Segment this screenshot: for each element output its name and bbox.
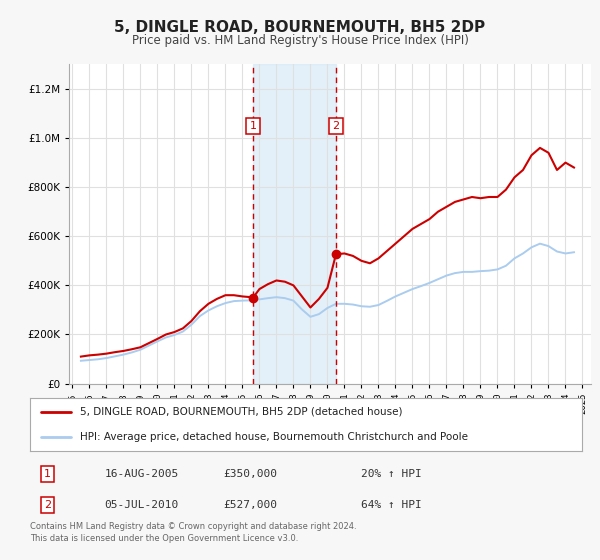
Text: £350,000: £350,000	[223, 469, 277, 479]
Text: 64% ↑ HPI: 64% ↑ HPI	[361, 500, 422, 510]
Text: 05-JUL-2010: 05-JUL-2010	[104, 500, 179, 510]
Text: 5, DINGLE ROAD, BOURNEMOUTH, BH5 2DP: 5, DINGLE ROAD, BOURNEMOUTH, BH5 2DP	[115, 20, 485, 35]
Text: 2: 2	[44, 500, 51, 510]
Bar	[253, 64, 336, 384]
Text: £527,000: £527,000	[223, 500, 277, 510]
Text: 16-AUG-2005: 16-AUG-2005	[104, 469, 179, 479]
Text: 5, DINGLE ROAD, BOURNEMOUTH, BH5 2DP (detached house): 5, DINGLE ROAD, BOURNEMOUTH, BH5 2DP (de…	[80, 407, 402, 417]
Text: HPI: Average price, detached house, Bournemouth Christchurch and Poole: HPI: Average price, detached house, Bour…	[80, 432, 467, 442]
Text: 20% ↑ HPI: 20% ↑ HPI	[361, 469, 422, 479]
Text: Price paid vs. HM Land Registry's House Price Index (HPI): Price paid vs. HM Land Registry's House …	[131, 34, 469, 46]
Text: 1: 1	[250, 121, 257, 131]
Text: Contains HM Land Registry data © Crown copyright and database right 2024.
This d: Contains HM Land Registry data © Crown c…	[30, 522, 356, 543]
Text: 1: 1	[44, 469, 51, 479]
Text: 2: 2	[332, 121, 340, 131]
